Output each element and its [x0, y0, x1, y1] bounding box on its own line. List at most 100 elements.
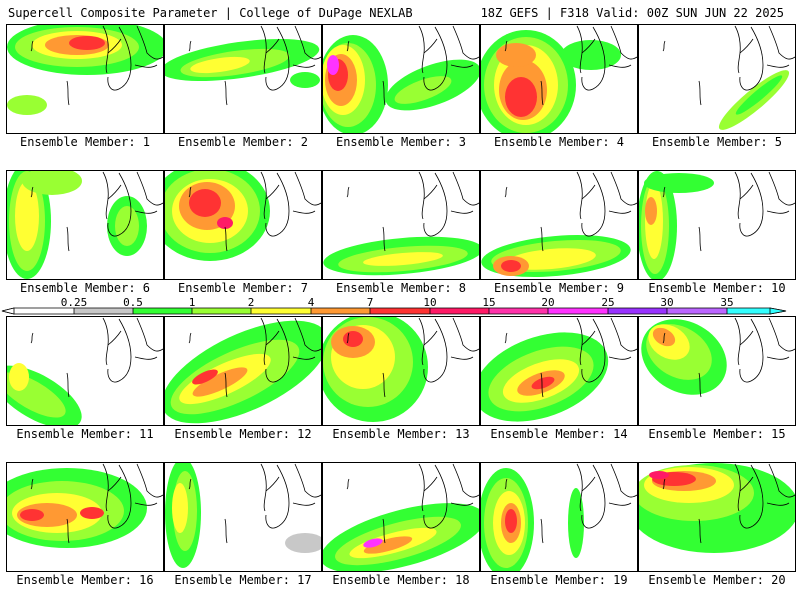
- scp-field-map: [165, 171, 321, 261]
- scp-contour-region: [172, 483, 188, 533]
- scp-contour-region: [22, 171, 82, 195]
- scp-contour-region: [285, 533, 321, 553]
- coastline-outline: [662, 171, 795, 252]
- scp-field-map: [7, 463, 163, 548]
- scp-contour-region: [363, 538, 383, 548]
- scp-contour-region: [69, 36, 105, 50]
- scp-contour-region: [15, 181, 39, 251]
- scp-contour-region: [644, 173, 714, 193]
- color-scale-swatch: [370, 308, 430, 314]
- coastline-outline: [30, 25, 163, 106]
- ensemble-map-19: [480, 462, 638, 572]
- coastline-outline: [504, 25, 637, 106]
- scp-field-map: [165, 25, 321, 106]
- scp-contour-region: [327, 55, 339, 75]
- ensemble-map-3: [322, 24, 480, 134]
- color-scale-swatch: [489, 308, 548, 314]
- coastline-outline: [504, 463, 637, 544]
- scp-contour-region: [505, 509, 517, 533]
- scp-field-map: [481, 25, 637, 133]
- scp-contour-region: [531, 376, 555, 390]
- ensemble-member-caption: Ensemble Member: 3: [335, 135, 467, 149]
- color-scale-tick-label: 1: [188, 296, 196, 309]
- ensemble-map-15: [638, 316, 796, 426]
- scp-contour-region: [501, 260, 521, 272]
- map-title: Supercell Composite Parameter | College …: [8, 6, 413, 20]
- color-scale-swatch: [74, 308, 133, 314]
- color-scale-tick-label: 7: [366, 296, 374, 309]
- ensemble-map-14: [480, 316, 638, 426]
- scp-field-map: [7, 317, 163, 425]
- scp-contour-region: [568, 488, 584, 558]
- scp-contour-region: [7, 95, 47, 115]
- coastline-outline: [662, 463, 795, 544]
- ensemble-member-caption: Ensemble Member: 18: [332, 573, 470, 587]
- scp-contour-region: [735, 75, 783, 115]
- ensemble-member-caption: Ensemble Member: 6: [19, 281, 151, 295]
- scp-contour-region: [505, 77, 537, 117]
- ensemble-member-caption: Ensemble Member: 20: [648, 573, 786, 587]
- color-scale-tick-label: 4: [307, 296, 315, 309]
- ensemble-map-10: [638, 170, 796, 280]
- scp-contour-region: [496, 43, 536, 67]
- color-scale-tick-label: 0.25: [60, 296, 88, 309]
- ensemble-member-caption: Ensemble Member: 15: [648, 427, 786, 441]
- scp-contour-region: [9, 363, 29, 391]
- scp-contour-region: [192, 367, 248, 397]
- ensemble-map-1: [6, 24, 164, 134]
- scp-field-map: [323, 463, 479, 571]
- scp-contour-region: [189, 189, 221, 217]
- scp-contour-region: [363, 252, 443, 266]
- ensemble-member-caption: Ensemble Member: 10: [648, 281, 786, 295]
- scp-contour-region: [190, 56, 250, 74]
- ensemble-member-caption: Ensemble Member: 17: [174, 573, 312, 587]
- scp-field-map: [7, 25, 163, 115]
- ensemble-member-caption: Ensemble Member: 13: [332, 427, 470, 441]
- color-scale-high-cap: [769, 307, 787, 315]
- color-scale-swatch: [192, 308, 251, 314]
- coastline-outline: [346, 463, 479, 544]
- ensemble-member-caption: Ensemble Member: 7: [177, 281, 309, 295]
- color-scale-swatch: [667, 308, 727, 314]
- color-scale-swatch: [608, 308, 667, 314]
- ensemble-member-caption: Ensemble Member: 1: [19, 135, 151, 149]
- coastline-outline: [188, 463, 321, 544]
- color-scale-swatch: [251, 308, 311, 314]
- scp-field-map: [641, 317, 795, 398]
- ensemble-map-7: [164, 170, 322, 280]
- scp-field-map: [639, 171, 795, 279]
- color-scale-swatch: [548, 308, 608, 314]
- ensemble-map-2: [164, 24, 322, 134]
- ensemble-map-12: [164, 316, 322, 426]
- scp-field-map: [481, 317, 637, 422]
- color-scale-tick-label: 0.5: [123, 296, 143, 309]
- coastline-outline: [662, 317, 795, 398]
- valid-time-label: 18Z GEFS | F318 Valid: 00Z SUN JUN 22 20…: [480, 6, 784, 20]
- ensemble-member-caption: Ensemble Member: 2: [177, 135, 309, 149]
- color-scale-tick-label: 25: [601, 296, 615, 309]
- scp-field-map: [662, 25, 795, 130]
- color-scale-bar: [1, 307, 787, 315]
- ensemble-member-caption: Ensemble Member: 5: [651, 135, 783, 149]
- coastline-outline: [346, 317, 479, 398]
- scp-contour-region: [343, 331, 363, 347]
- scp-field-map: [165, 317, 321, 424]
- scp-field-map: [7, 171, 163, 279]
- color-scale-tick-label: 2: [247, 296, 255, 309]
- scp-contour-region: [290, 72, 320, 88]
- ensemble-map-11: [6, 316, 164, 426]
- color-scale-swatch: [430, 308, 489, 314]
- color-scale-tick-label: 35: [720, 296, 734, 309]
- coastline-outline: [662, 25, 795, 106]
- scp-contour-region: [115, 206, 139, 246]
- scp-field-map: [639, 463, 795, 553]
- coastline-outline: [346, 25, 479, 106]
- ensemble-map-6: [6, 170, 164, 280]
- coastline-outline: [188, 317, 321, 398]
- scp-field-map: [481, 171, 637, 277]
- ensemble-member-caption: Ensemble Member: 11: [16, 427, 154, 441]
- scp-contour-region: [192, 369, 218, 385]
- ensemble-map-5: [638, 24, 796, 134]
- scp-field-map: [481, 463, 637, 571]
- coastline-outline: [30, 317, 163, 398]
